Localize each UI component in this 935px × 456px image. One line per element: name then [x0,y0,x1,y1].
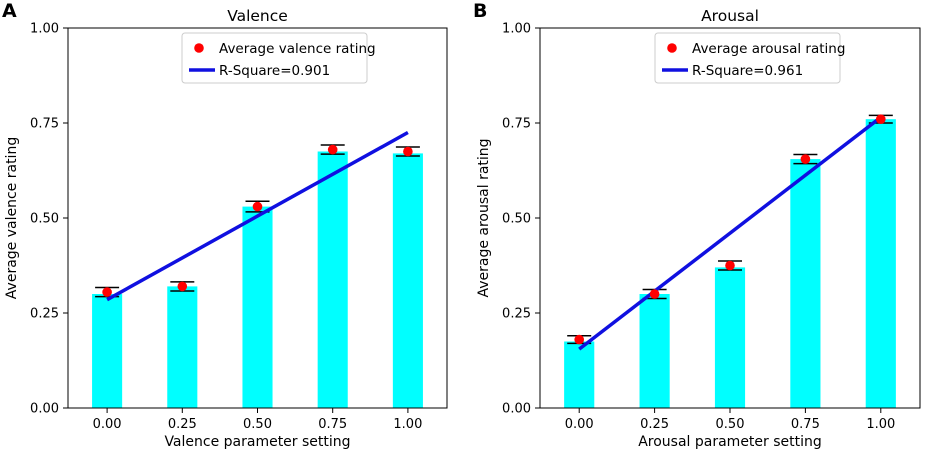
mean-point [725,260,735,271]
mean-point [177,281,188,292]
x-axis-label: Arousal parameter setting [638,434,822,450]
x-tick-label: 0.00 [565,417,594,432]
x-tick-label: 1.00 [393,417,422,432]
legend-point-marker [194,43,204,53]
mean-point [800,154,811,164]
y-tick-label: 0.75 [30,117,59,132]
bar [790,159,821,408]
x-tick-label: 0.00 [93,417,122,432]
legend-line-label: R-Square=0.901 [219,63,330,79]
y-tick-label: 0.50 [30,212,59,227]
mean-point [102,287,112,297]
bar [167,286,198,408]
y-axis-label: Average arousal rating [476,138,492,297]
x-tick-label: 0.25 [640,417,669,432]
y-tick-label: 0.25 [502,307,531,322]
mean-point [875,114,886,124]
bar [92,294,123,408]
chart-title: Arousal [701,7,759,25]
mean-point [574,334,585,345]
y-tick-label: 0.50 [502,212,531,227]
legend-line-label: R-Square=0.961 [692,63,803,79]
bar [714,267,746,408]
y-tick-label: 1.00 [30,22,59,37]
y-tick-label: 0.25 [30,307,59,322]
chart-title: Valence [227,7,288,25]
legend-box [654,32,841,84]
mean-point [649,289,660,299]
bar [392,153,423,408]
y-tick-label: 0.00 [30,402,59,417]
legend-box [181,32,368,84]
bar [564,341,595,408]
x-tick-label: 0.75 [791,417,820,432]
bar [317,151,348,408]
y-tick-label: 0.00 [502,402,531,417]
x-tick-label: 0.25 [168,417,197,432]
x-tick-label: 1.00 [866,417,895,432]
x-tick-label: 0.50 [243,417,272,432]
x-tick-label: 0.50 [716,417,745,432]
y-axis-label: Average valence rating [4,137,20,299]
mean-point [327,144,338,155]
legend-points-label: Average valence rating [219,41,376,57]
y-tick-label: 1.00 [502,22,531,37]
bar [242,206,273,408]
panel-letter-a: A [2,0,17,22]
legend-point-marker [667,43,677,53]
x-axis-label: Valence parameter setting [164,434,350,450]
x-tick-label: 0.75 [318,417,347,432]
bar [639,294,670,408]
y-tick-label: 0.75 [502,117,531,132]
panel-letter-b: B [473,0,487,22]
mean-point [403,146,413,157]
mean-point [252,201,263,212]
bar [865,119,896,408]
regression-line [106,130,409,302]
arousal-chart: 0.00 0.25 0.50 0.75 1.00 0.00 0.25 0.50 0.75 1.00… [476,7,921,450]
valence-chart: 0.00 0.25 0.50 0.75 1.00 0.00 0.25 0.50 0.75 1.00… [4,7,448,450]
legend-points-label: Average arousal rating [692,41,845,57]
regression-line [578,115,882,351]
